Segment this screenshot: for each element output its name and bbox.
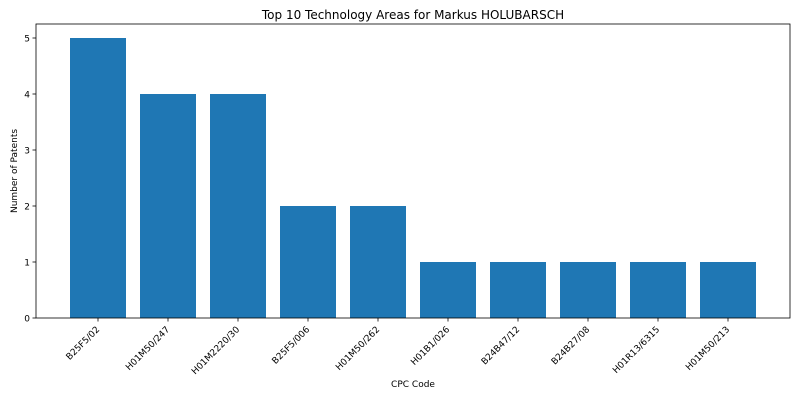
chart-title: Top 10 Technology Areas for Markus HOLUB… xyxy=(261,8,564,22)
bar-7 xyxy=(560,262,616,318)
x-axis: B25F5/02 H01M50/247 H01M2220/30 B25F5/006 H0… xyxy=(65,318,732,377)
y-tick-label-1: 1 xyxy=(24,259,30,269)
bar-1 xyxy=(140,94,196,318)
x-tick-label-3: B25F5/006 xyxy=(271,325,313,367)
bar-0 xyxy=(70,38,126,318)
x-tick-label-2: H01M2220/30 xyxy=(190,325,242,377)
bar-9 xyxy=(700,262,756,318)
y-tick-label-5: 5 xyxy=(24,35,30,45)
x-tick-label-1: H01M50/247 xyxy=(124,325,172,373)
bar-6 xyxy=(490,262,546,318)
bar-4 xyxy=(350,206,406,318)
x-tick-label-5: H01B1/026 xyxy=(409,325,452,368)
y-axis-label: Number of Patents xyxy=(10,129,20,213)
y-axis: 0 1 2 3 4 5 xyxy=(24,35,36,325)
y-tick-label-4: 4 xyxy=(24,91,30,101)
x-axis-label: CPC Code xyxy=(391,380,435,390)
y-tick-label-3: 3 xyxy=(24,147,30,157)
bar-2 xyxy=(210,94,266,318)
x-tick-label-8: H01R13/6315 xyxy=(611,325,662,376)
bar-5 xyxy=(420,262,476,318)
bar-8 xyxy=(630,262,686,318)
x-tick-label-4: H01M50/262 xyxy=(334,325,382,373)
y-tick-label-0: 0 xyxy=(24,315,30,325)
x-tick-label-7: B24B27/08 xyxy=(550,325,592,367)
bar-3 xyxy=(280,206,336,318)
x-tick-label-9: H01M50/213 xyxy=(684,325,732,373)
x-tick-label-0: B25F5/02 xyxy=(65,325,102,362)
bars-group xyxy=(70,38,756,318)
y-tick-label-2: 2 xyxy=(24,203,30,213)
x-tick-label-6: B24B47/12 xyxy=(480,325,522,367)
